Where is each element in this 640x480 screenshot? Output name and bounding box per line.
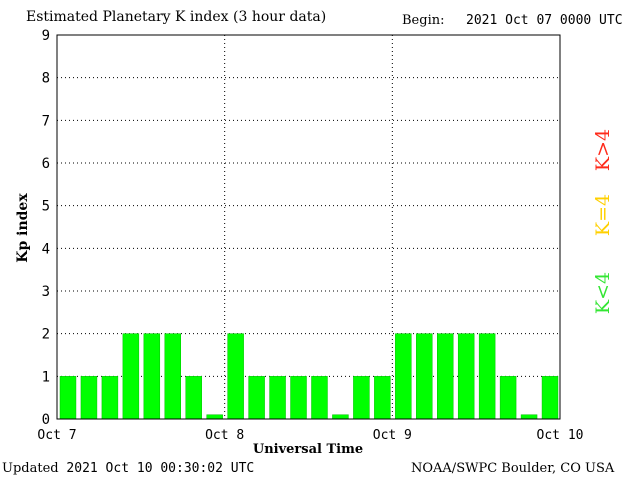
- y-axis-label: Kp index: [15, 193, 31, 263]
- kp-bar: [541, 376, 559, 420]
- kp-bar: [499, 376, 517, 420]
- grid-lines: [57, 35, 560, 419]
- kp-bar: [185, 376, 202, 420]
- kp-bar: [311, 376, 328, 420]
- legend-item: K<4: [592, 272, 614, 314]
- x-tick-label: Oct 7: [37, 428, 76, 443]
- kp-bar: [143, 333, 161, 420]
- kp-bar: [520, 414, 538, 420]
- kp-bar: [59, 376, 77, 420]
- y-ticks: 0 1 2 3 4 5 6 7 8 9: [42, 28, 50, 428]
- chart-title: Estimated Planetary K index (3 hour data…: [26, 9, 327, 25]
- updated-label: Updated: [2, 461, 59, 476]
- x-tick-label: Oct 8: [205, 428, 244, 443]
- kp-bar: [101, 376, 119, 420]
- kp-bar: [227, 333, 244, 420]
- kp-bar: [374, 376, 391, 420]
- begin-label: Begin:: [402, 13, 445, 28]
- credit-line: NOAA/SWPC Boulder, CO USA: [411, 461, 615, 476]
- kp-bar: [164, 333, 182, 420]
- kp-bar: [248, 376, 265, 420]
- y-tick-label: 2: [42, 327, 50, 343]
- updated-timestamp: Updated 2021 Oct 10 00:30:02 UTC: [2, 461, 254, 476]
- kp-bar: [269, 376, 286, 420]
- kp-bar: [80, 376, 98, 420]
- y-tick-label: 8: [42, 71, 50, 87]
- y-tick-label: 9: [42, 28, 50, 44]
- kp-bar: [395, 333, 412, 420]
- kp-bar: [122, 333, 140, 420]
- y-tick-label: 1: [42, 369, 50, 385]
- plot-frame: [56, 34, 561, 420]
- bars: [59, 333, 559, 420]
- updated-value: 2021 Oct 10 00:30:02 UTC: [66, 461, 255, 476]
- kp-bar: [290, 376, 307, 420]
- legend-item: K>4: [592, 129, 614, 171]
- y-tick-label: 4: [42, 241, 50, 257]
- legend: K>4 K=4 K<4: [592, 129, 614, 314]
- y-tick-label: 6: [42, 156, 50, 172]
- y-tick-label: 0: [42, 412, 50, 428]
- kp-bar: [206, 414, 223, 420]
- y-tick-label: 3: [42, 284, 50, 300]
- x-tick-label: Oct 9: [373, 428, 412, 443]
- begin-value: 2021 Oct 07 0000 UTC: [466, 13, 623, 28]
- kp-bar: [457, 333, 475, 420]
- x-tick-label: Oct 10: [537, 428, 584, 443]
- kp-bar: [437, 333, 454, 420]
- kp-bar: [416, 333, 433, 420]
- x-ticks: Oct 7 Oct 8 Oct 9 Oct 10: [37, 428, 583, 443]
- legend-item: K=4: [592, 194, 614, 236]
- kp-bar: [353, 376, 370, 420]
- y-tick-label: 7: [42, 113, 50, 129]
- y-tick-label: 5: [42, 199, 50, 215]
- x-axis-label: Universal Time: [253, 442, 363, 457]
- kp-bar: [478, 333, 496, 420]
- kp-bar: [332, 414, 349, 420]
